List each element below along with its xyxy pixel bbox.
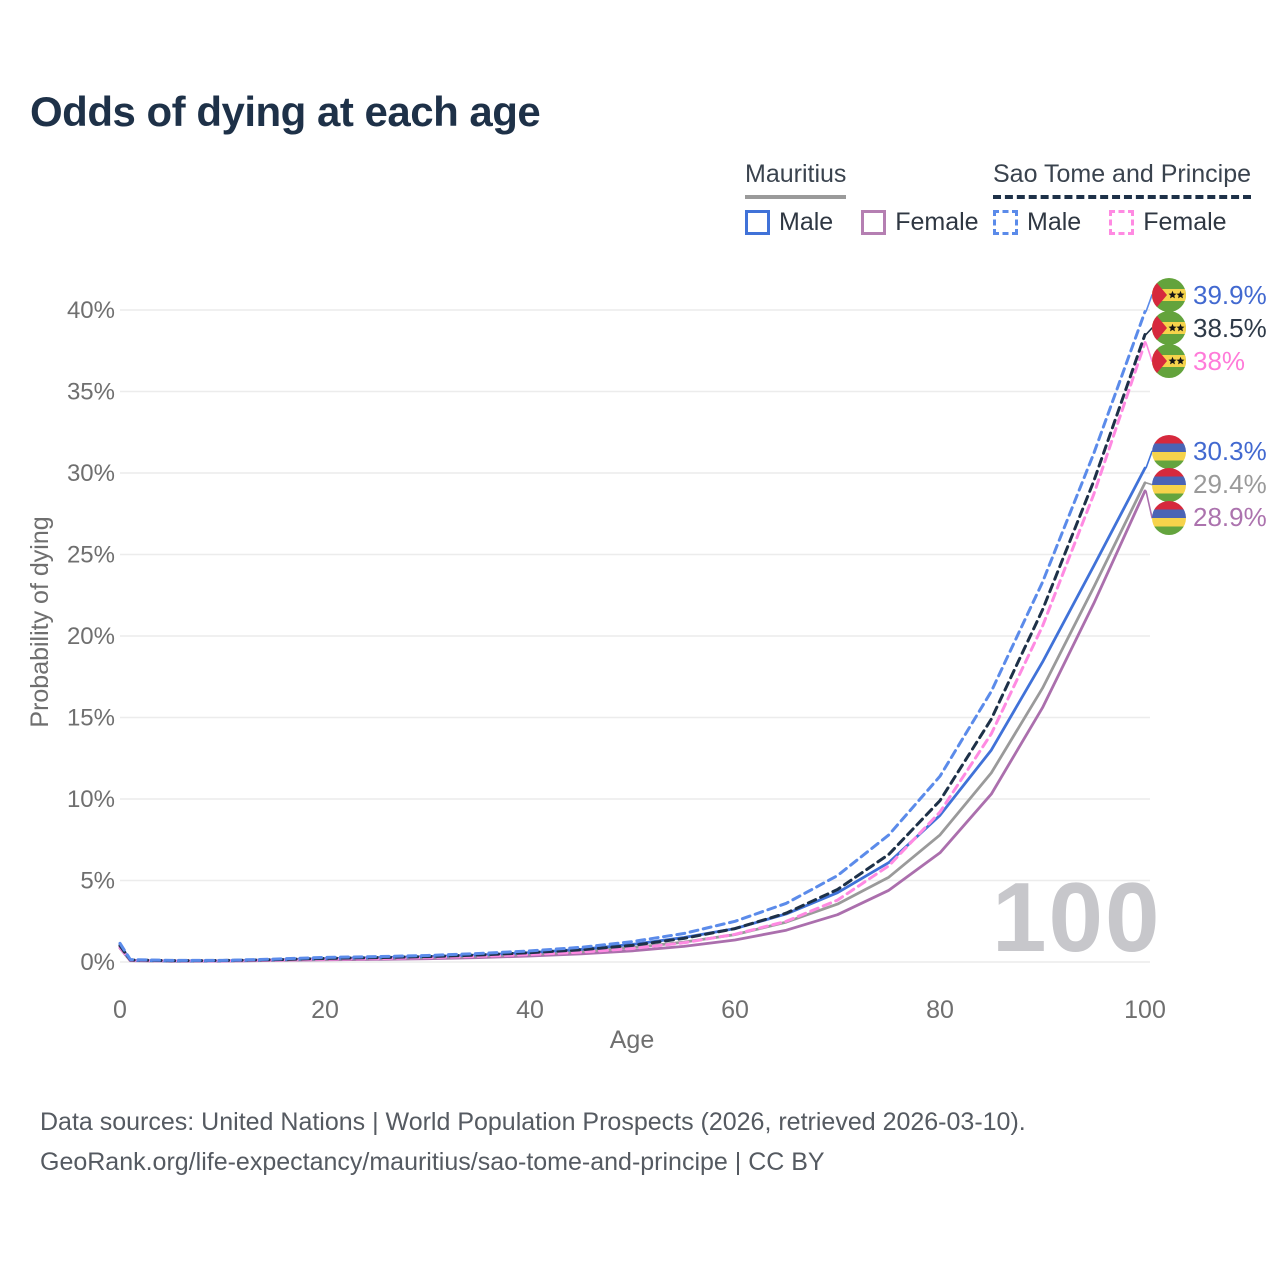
legend-item-mauritius-female: Female [861,208,979,237]
end-label-38pct: 38% [1152,344,1246,379]
legend-item-mauritius-male: Male [745,208,833,237]
end-label-value: 30.3% [1193,436,1267,467]
sao-tome-female-swatch-icon [1109,210,1135,235]
mauritius-flag-icon [1152,467,1186,502]
legend-item-label: Male [779,208,834,236]
sao-tome-and-principe-flag-icon [1152,278,1186,313]
mauritius-female-swatch-icon [861,210,887,235]
legend-group-sao-tome-items: Male Female [993,208,1251,237]
legend-group-mauritius: Mauritius Male Female [745,160,979,237]
y-tick-label: 20% [67,623,115,650]
x-tick-label: 40 [516,996,544,1024]
grid-layer [120,309,1150,963]
y-tick-label: 5% [80,868,115,895]
sao-tome-and-principe-flag-icon [1152,344,1186,379]
end-label-value: 28.9% [1193,502,1267,533]
y-tick-label: 25% [67,542,115,569]
y-tick-label: 40% [67,297,115,324]
series-line-sao-tome-and-principe-male [118,310,1147,962]
sao-tome-male-swatch-icon [993,210,1018,235]
end-label-value: 38.5% [1193,312,1267,343]
y-tick-label: 0% [80,949,115,976]
tick-layer: 0% 5% 10% 15% 20% 25% 30% 35% 40% 0 20 40 60 80 100 [67,297,1166,1024]
x-tick-label: 80 [926,996,954,1024]
end-label-39.9pct: 39.9% [1152,278,1267,313]
x-tick-label: 20 [311,996,339,1024]
legend-item-label: Male [1027,208,1082,236]
y-tick-label: 10% [67,786,115,813]
end-label-30.3pct: 30.3% [1152,434,1267,469]
legend-group-mauritius-title: Mauritius [745,160,847,199]
legend-item-sao-tome-male: Male [993,208,1081,237]
legend-item-label: Female [895,208,979,236]
age-counter-watermark: 100 [992,862,1162,972]
end-label-29.4pct: 29.4% [1152,467,1267,502]
legend-item-label: Female [1143,208,1227,236]
x-tick-label: 0 [113,996,127,1024]
y-tick-label: 15% [67,705,115,732]
mauritius-flag-icon [1152,434,1186,469]
end-label-value: 29.4% [1193,469,1267,500]
x-tick-label: 100 [1124,996,1166,1024]
end-label-38.5pct: 38.5% [1152,311,1267,346]
legend-group-sao-tome-title: Sao Tome and Principe [993,160,1252,199]
mauritius-flag-icon [1152,500,1186,535]
sao-tome-and-principe-flag-icon [1152,311,1186,346]
mauritius-male-swatch-icon [745,210,770,235]
y-tick-label: 30% [67,460,115,487]
x-tick-label: 60 [721,996,749,1024]
legend-group-mauritius-items: Male Female [745,208,979,237]
end-label-value: 38% [1193,345,1246,376]
y-axis-title: Probability of dying [26,516,54,727]
legend-group-sao-tome: Sao Tome and Principe Male Female [993,160,1252,237]
x-axis-title: Age [610,1026,654,1054]
footer-data-sources: Data sources: United Nations | World Pop… [40,1108,1026,1136]
footer-attribution: GeoRank.org/life-expectancy/mauritius/sa… [40,1148,825,1176]
end-label-value: 39.9% [1193,279,1267,310]
legend-item-sao-tome-female: Female [1109,208,1227,237]
end-label-28.9pct: 28.9% [1152,500,1267,535]
y-tick-label: 35% [67,379,115,406]
chart-title: Odds of dying at each age [30,88,541,135]
series-layer [118,310,1147,963]
